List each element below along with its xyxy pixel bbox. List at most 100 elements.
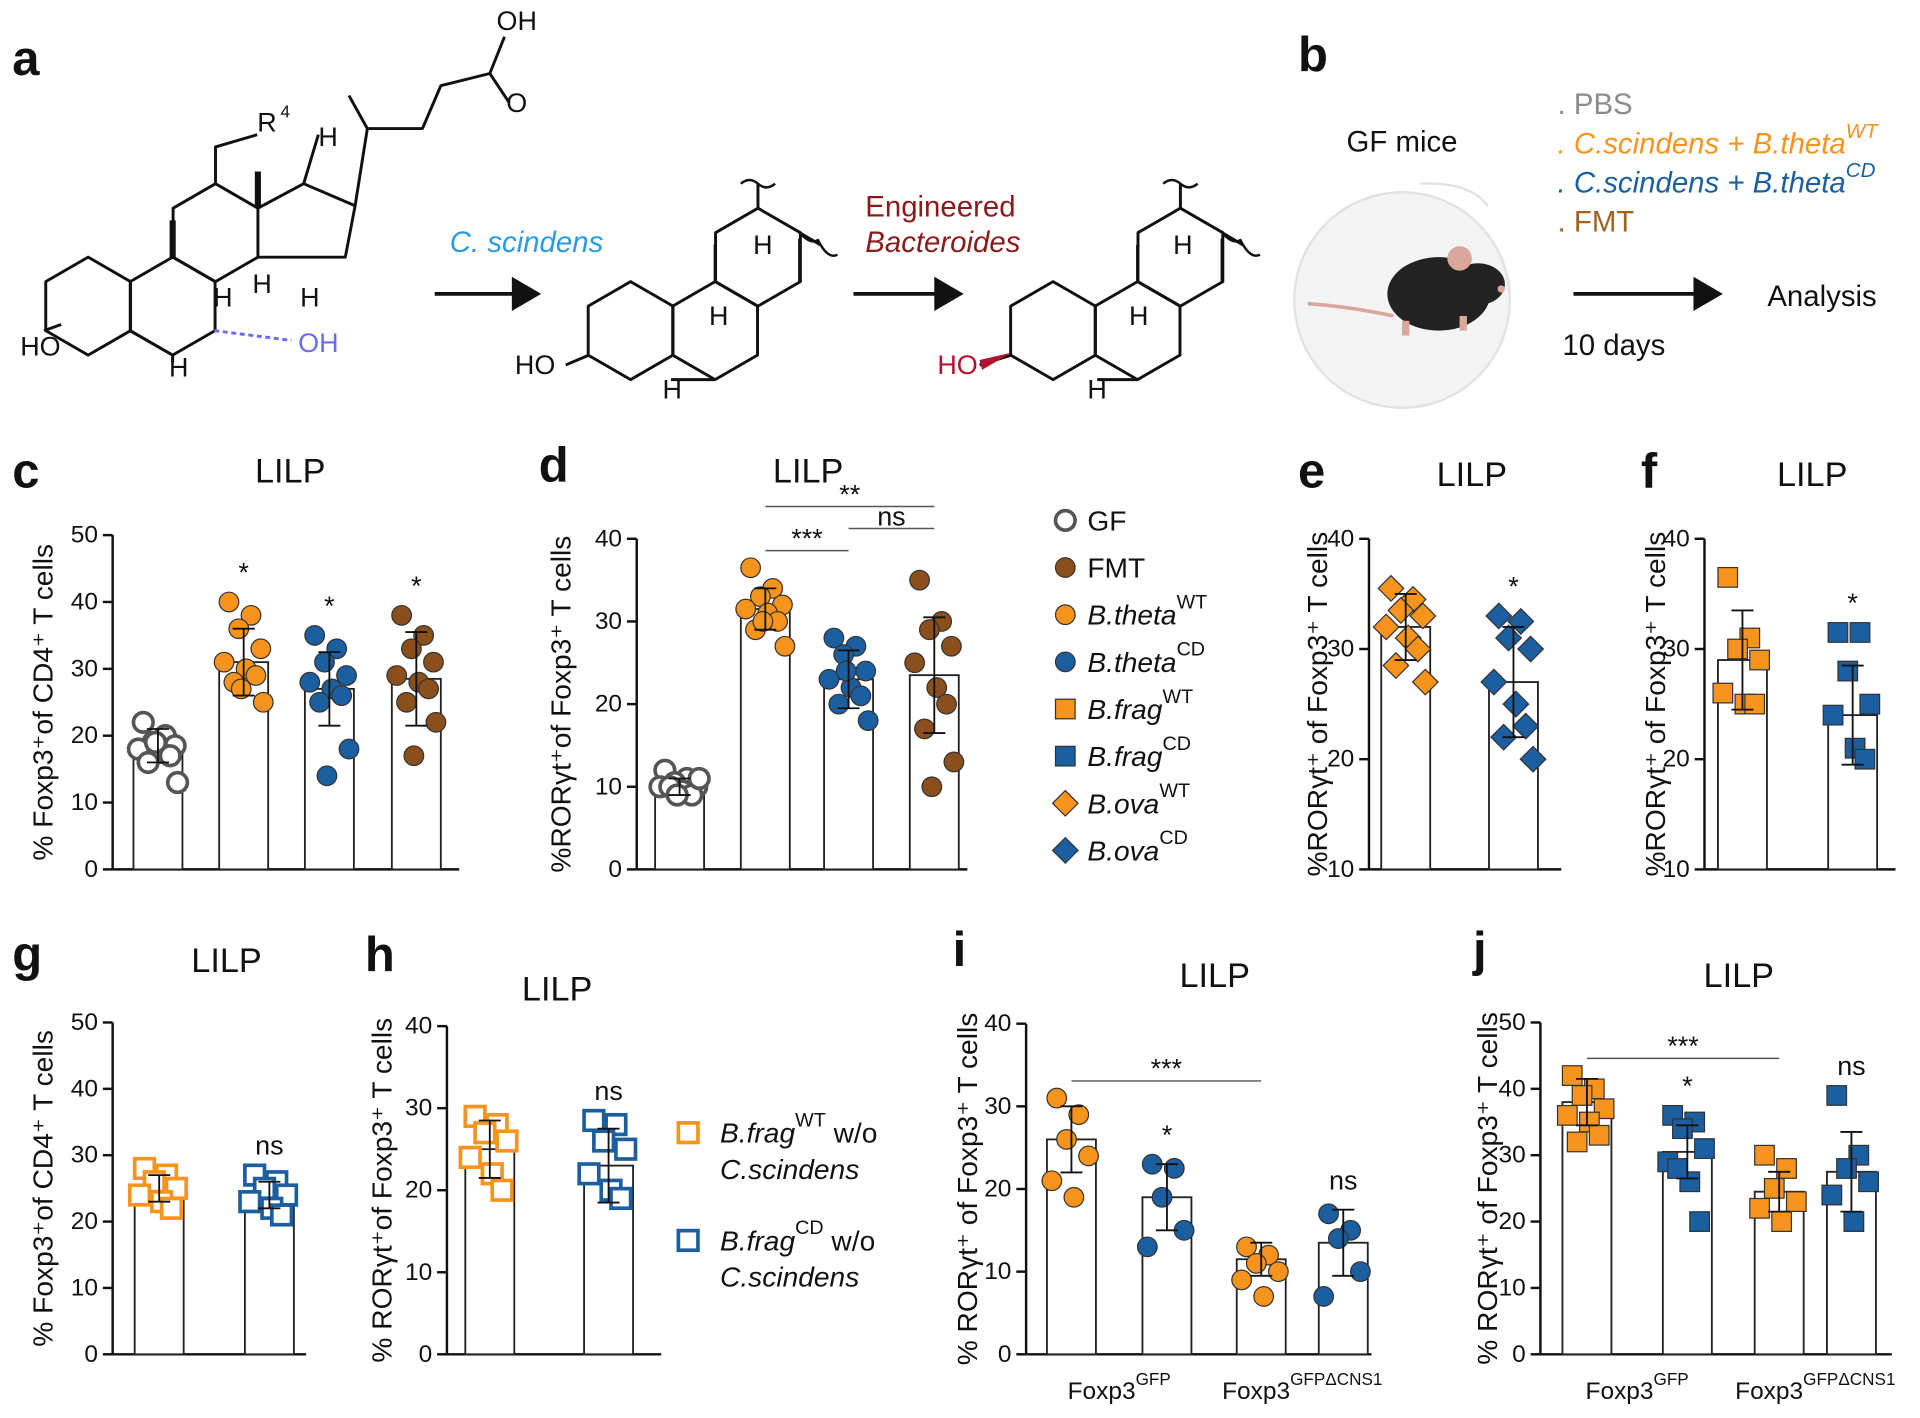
data-point	[1056, 1129, 1077, 1150]
data-point	[1387, 596, 1415, 625]
data-point	[752, 611, 774, 632]
data-point	[1849, 622, 1871, 643]
data-point	[582, 1108, 606, 1133]
text-part: . C.scindens + B.theta	[1558, 166, 1846, 199]
significance: *	[1682, 1071, 1693, 1101]
arrow-label: 10 days	[1562, 329, 1665, 362]
y-axis-label: % Foxp3⁺of CD4⁺ T cells	[27, 544, 58, 861]
panel-letter: j	[1472, 923, 1487, 977]
significance: ***	[791, 523, 823, 553]
legend-label: B.fragWT w/o	[720, 1109, 877, 1148]
data-point	[252, 691, 274, 713]
panel-letter: b	[1298, 28, 1328, 82]
y-tick-label: 30	[71, 1142, 98, 1169]
text-part: Foxp3	[1586, 1378, 1654, 1405]
bond	[1162, 178, 1199, 189]
data-point	[401, 638, 422, 660]
treatment-label: . C.scindens + B.thetaCD	[1558, 159, 1876, 199]
y-tick-label: 40	[1327, 525, 1354, 552]
data-point	[158, 744, 182, 768]
legend-label: C.scindens	[720, 1154, 859, 1185]
text-part: . PBS	[1558, 88, 1633, 121]
bond	[43, 323, 175, 363]
y-tick-label: 40	[71, 588, 98, 615]
data-point	[1512, 712, 1540, 740]
text-part: B.ova	[1087, 788, 1159, 819]
enzyme-label: C. scindens	[450, 226, 604, 259]
data-point	[1854, 748, 1876, 770]
data-point	[943, 751, 965, 773]
data-point	[425, 711, 447, 733]
y-tick-label: 10	[1663, 856, 1690, 883]
data-point	[245, 665, 267, 686]
y-axis-label: % RORγt⁺of Foxp3⁺ T cells	[367, 1018, 398, 1363]
data-point	[1785, 1191, 1807, 1213]
text-part: CD	[1846, 159, 1876, 182]
data-point	[1837, 660, 1859, 682]
significance: ns	[1837, 1051, 1865, 1081]
y-tick-label: 30	[984, 1093, 1011, 1120]
data-point	[1749, 649, 1770, 671]
y-tick-label: 20	[405, 1177, 432, 1204]
data-point	[314, 651, 335, 673]
y-tick-label: 30	[405, 1095, 432, 1122]
data-point	[687, 766, 711, 791]
y-axis-label: % RORγt⁺ of Foxp3⁺ T cells	[1472, 1012, 1503, 1365]
legend-marker	[1051, 836, 1079, 865]
text-part: . FMT	[1558, 205, 1635, 238]
y-axis-label: % Foxp3⁺of CD4⁺ T cells	[27, 1030, 58, 1347]
mice-label: GF mice	[1347, 126, 1458, 159]
text-part: w/o	[824, 1225, 876, 1256]
y-tick-label: 10	[984, 1258, 1011, 1285]
data-point	[1404, 635, 1432, 663]
data-point	[1245, 1252, 1267, 1274]
data-point	[1372, 613, 1400, 641]
bond	[347, 94, 369, 130]
data-point	[1327, 1228, 1349, 1249]
bond	[565, 183, 822, 382]
data-point	[238, 1190, 262, 1214]
text-part: CD	[1177, 639, 1205, 661]
data-point	[336, 665, 357, 686]
data-point	[1827, 622, 1849, 643]
data-point	[1754, 1144, 1775, 1166]
significance: *	[411, 571, 422, 601]
data-point	[1068, 1104, 1090, 1126]
y-tick-label: 10	[71, 1274, 98, 1301]
data-point	[828, 693, 850, 715]
data-point	[1350, 1261, 1371, 1283]
text-part: GFPΔCNS1	[1803, 1369, 1895, 1389]
data-point	[1727, 638, 1748, 660]
significance: **	[839, 479, 860, 509]
data-point	[857, 710, 879, 732]
data-point	[735, 598, 757, 620]
y-axis-label: % RORγt⁺ of Foxp3⁺ T cells	[952, 1013, 983, 1366]
treatment-label: . PBS	[1558, 88, 1633, 121]
legend-label: B.fragCD w/o	[720, 1217, 875, 1256]
treatment-label: . FMT	[1558, 205, 1635, 238]
mouse-illustration	[1293, 182, 1512, 409]
data-point	[1556, 1104, 1578, 1126]
bond	[740, 178, 776, 189]
significance: *	[324, 591, 335, 621]
bond	[214, 329, 292, 342]
data-point	[423, 651, 444, 673]
data-point	[1667, 1158, 1688, 1179]
y-tick-label: 50	[1498, 1009, 1525, 1036]
data-point	[1480, 668, 1508, 696]
text-part: Foxp3	[1735, 1378, 1803, 1405]
atom-label: R	[257, 107, 276, 137]
data-point	[592, 1129, 616, 1153]
panel-letter: a	[12, 32, 40, 86]
y-tick-label: 40	[1498, 1075, 1525, 1102]
y-tick-label: 20	[595, 691, 622, 718]
enzyme-label: Engineered	[865, 190, 1015, 223]
text-part: WT	[795, 1109, 826, 1131]
atom-label: H	[252, 269, 271, 299]
text-part: WT	[1159, 780, 1190, 802]
bond	[257, 182, 357, 259]
data-point	[1858, 1171, 1879, 1193]
data-point	[1588, 1124, 1610, 1146]
text-part: w/o	[826, 1117, 878, 1148]
panel-letter: h	[365, 928, 395, 982]
